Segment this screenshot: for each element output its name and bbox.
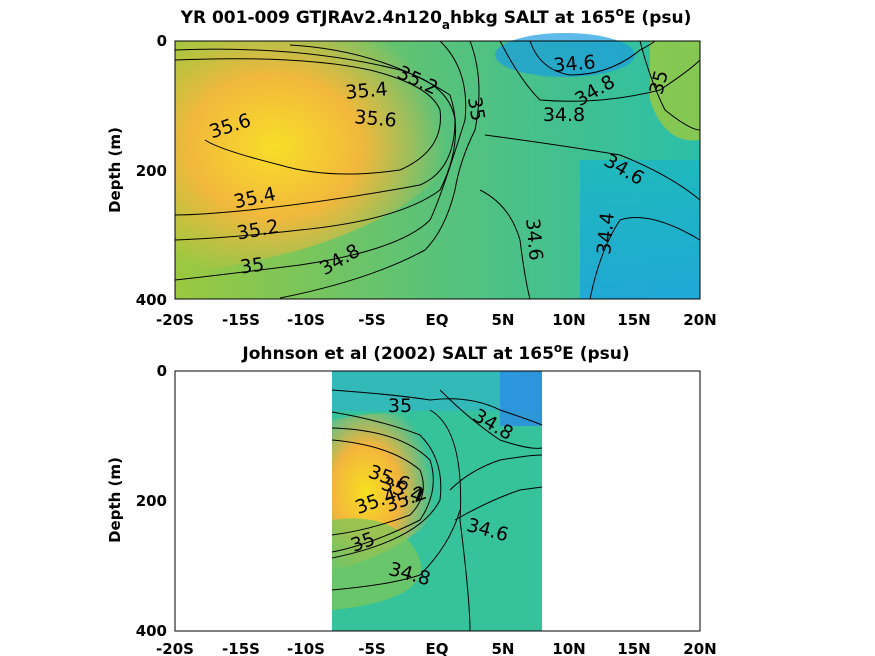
y-tick-label: 400 [136, 622, 167, 640]
contour-label: 34.6 [521, 217, 547, 261]
contour-line [639, 40, 701, 131]
panel-2-title: Johnson et al (2002) SALT at 165oE (psu) [241, 341, 629, 364]
contour-label: 34.8 [543, 104, 585, 126]
panel-1-contours [174, 40, 701, 300]
panel-1-field [175, 33, 700, 299]
x-tick-label: -5S [358, 311, 385, 329]
contour-line [174, 44, 457, 241]
contour-label: 35 [239, 253, 266, 278]
panel-2-y-axis-label: Depth (m) [106, 457, 124, 543]
contour-line [174, 58, 441, 175]
x-tick-label: -15S [222, 311, 260, 329]
x-tick-label: -20S [156, 311, 194, 329]
contour-line [449, 454, 543, 491]
panel-1: YR 001-009 GTJRAv2.4n120ahbkg SALT at 16… [106, 5, 717, 329]
x-tick-label: 15N [617, 640, 650, 656]
x-tick-label: -10S [287, 640, 325, 656]
panel-1-x-ticks: -20S -15S -10S -5S EQ 5N 10N 15N 20N [156, 311, 717, 329]
panel-2-surface-fresh-region [500, 371, 542, 426]
x-tick-label: 10N [552, 311, 585, 329]
contour-label: 35 [388, 395, 412, 417]
panel-2-y-ticks: 0 200 400 [136, 362, 167, 640]
contour-line [454, 486, 543, 521]
contour-line [484, 134, 701, 201]
panel-1-title: YR 001-009 GTJRAv2.4n120ahbkg SALT at 16… [180, 5, 692, 32]
contour-label: 34.4 [593, 211, 619, 255]
panel-1-ne-salty-region [650, 41, 700, 141]
panel-2-contours [331, 389, 543, 632]
contour-label: 35.6 [353, 106, 397, 132]
contour-line [589, 217, 701, 300]
panel-1-y-axis-label: Depth (m) [106, 127, 124, 213]
contour-line [174, 40, 467, 281]
x-tick-label: -10S [287, 311, 325, 329]
panel-2-transition-region [332, 518, 421, 610]
contour-line [331, 389, 543, 426]
contour-line [479, 189, 531, 300]
contour-line [499, 40, 701, 102]
x-tick-label: 10N [552, 640, 585, 656]
x-tick-label: -15S [222, 640, 260, 656]
contour-label: 35.4 [344, 78, 388, 104]
x-tick-label: EQ [426, 311, 449, 329]
contour-line [439, 389, 543, 449]
y-tick-label: 200 [136, 492, 167, 510]
contour-line [331, 509, 461, 591]
y-tick-label: 0 [157, 362, 167, 380]
panel-2: Johnson et al (2002) SALT at 165oE (psu)… [106, 341, 717, 656]
x-tick-label: EQ [426, 640, 449, 656]
x-tick-label: -20S [156, 640, 194, 656]
contour-line [279, 40, 480, 299]
contour-line [331, 427, 434, 553]
x-tick-label: -5S [358, 640, 385, 656]
x-tick-label: 15N [617, 311, 650, 329]
contour-line [331, 439, 424, 536]
contour-line [331, 411, 442, 559]
contour-line [174, 48, 456, 216]
x-tick-label: 5N [492, 311, 515, 329]
panel-1-y-ticks: 0 200 400 [136, 32, 167, 309]
y-tick-label: 0 [157, 32, 167, 50]
x-tick-label: 5N [492, 640, 515, 656]
panel-2-x-ticks: -20S -15S -10S -5S EQ 5N 10N 15N 20N [156, 640, 717, 656]
y-tick-label: 200 [136, 162, 167, 180]
contour-line [529, 40, 656, 76]
contour-label: 35 [463, 95, 489, 123]
contour-line [429, 409, 471, 632]
panel-1-salty-tongue [175, 41, 460, 275]
panel-2-field [332, 371, 542, 631]
panel-1-axes-box [174, 40, 701, 300]
panel-1-surface-fresh-region [495, 33, 635, 77]
y-tick-label: 400 [136, 291, 167, 309]
x-tick-label: 20N [683, 640, 716, 656]
panel-2-axes-box [174, 370, 701, 632]
contour-label: 34.6 [552, 51, 596, 77]
x-tick-label: 20N [683, 311, 716, 329]
